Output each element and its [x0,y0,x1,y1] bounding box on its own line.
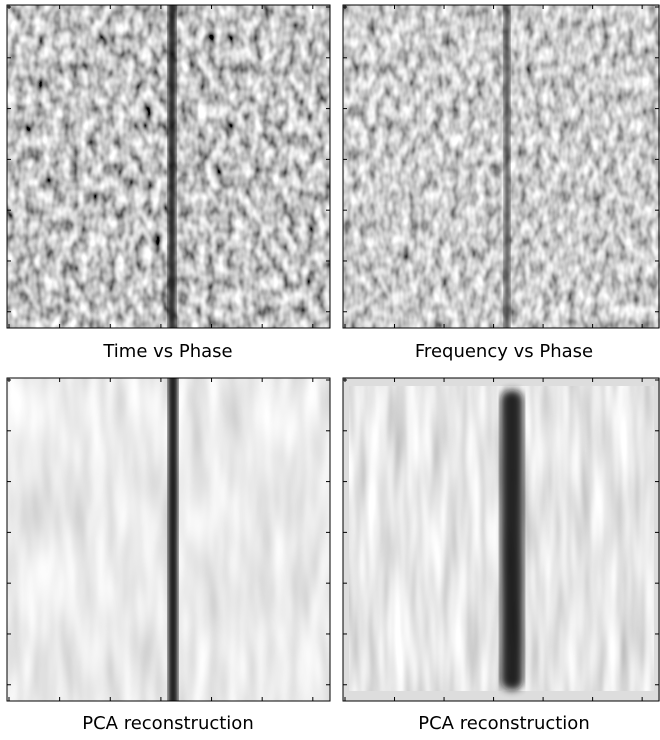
panel: Frequency vs Phase [342,4,660,362]
pulse-line [501,390,523,690]
panel: PCA reconstruction [342,377,660,734]
frame [6,377,331,702]
panel: Time vs Phase [6,4,331,362]
frame [6,4,331,329]
pulse-line [168,378,178,701]
caption: PCA reconstruction [82,713,253,734]
pulse-line [504,5,510,328]
pulse-line [168,5,176,328]
image [343,5,660,328]
frame [342,4,660,329]
caption: PCA reconstruction [418,713,589,734]
panel: PCA reconstruction [6,377,331,734]
caption: Frequency vs Phase [415,341,593,362]
frame [342,377,660,702]
ticks [7,5,659,701]
caption: Time vs Phase [102,341,232,362]
